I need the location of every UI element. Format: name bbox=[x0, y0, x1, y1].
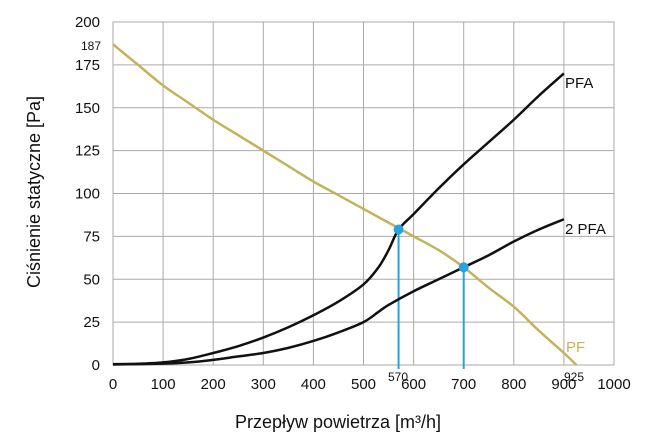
x-tick-label: 0 bbox=[109, 376, 117, 393]
tick-labels: 0 100 200 300 400 500 600 700 800 900 1000 0 25 50 75 1… bbox=[75, 14, 631, 393]
y-tick-label: 150 bbox=[75, 100, 100, 117]
y-tick-label: 200 bbox=[75, 14, 100, 31]
y-tick-label: 100 bbox=[75, 186, 100, 203]
y-axis-top-annotation: 187 bbox=[81, 39, 101, 53]
x-tick-label: 100 bbox=[151, 376, 176, 393]
series-line-pfa bbox=[112, 72, 565, 366]
x-tick-label: 600 bbox=[401, 376, 426, 393]
series-line-pf bbox=[112, 43, 578, 366]
x-tick-label: 1000 bbox=[597, 376, 630, 393]
series-label-2pfa: 2 PFA bbox=[565, 221, 606, 238]
x-tick-label: 200 bbox=[201, 376, 226, 393]
operating-points bbox=[393, 224, 469, 273]
y-tick-label: 175 bbox=[75, 57, 100, 74]
y-tick-label: 125 bbox=[75, 143, 100, 160]
grid bbox=[112, 21, 615, 366]
y-tick-label: 0 bbox=[92, 357, 100, 374]
x-tick-label: 700 bbox=[451, 376, 476, 393]
series-line-2pfa bbox=[112, 218, 565, 366]
x-annotation-925: 925 bbox=[564, 370, 584, 384]
x-axis-title: Przepływ powietrza [m³/h] bbox=[235, 412, 441, 432]
series-group bbox=[112, 43, 578, 366]
operating-point-marker bbox=[458, 262, 469, 273]
series-label-pf: PF bbox=[566, 339, 585, 356]
y-axis-title: Ciśnienie statyczne [Pa] bbox=[24, 96, 44, 288]
y-tick-label: 25 bbox=[83, 314, 100, 331]
x-tick-label: 400 bbox=[301, 376, 326, 393]
y-tick-label: 50 bbox=[83, 271, 100, 288]
series-label-pfa: PFA bbox=[565, 75, 593, 92]
y-tick-label: 75 bbox=[83, 228, 100, 245]
x-tick-label: 500 bbox=[351, 376, 376, 393]
x-tick-label: 300 bbox=[251, 376, 276, 393]
x-tick-label: 900 bbox=[551, 376, 576, 393]
x-annotation-570: 570 bbox=[388, 370, 408, 384]
x-tick-label: 800 bbox=[501, 376, 526, 393]
operating-point-marker bbox=[393, 224, 404, 235]
